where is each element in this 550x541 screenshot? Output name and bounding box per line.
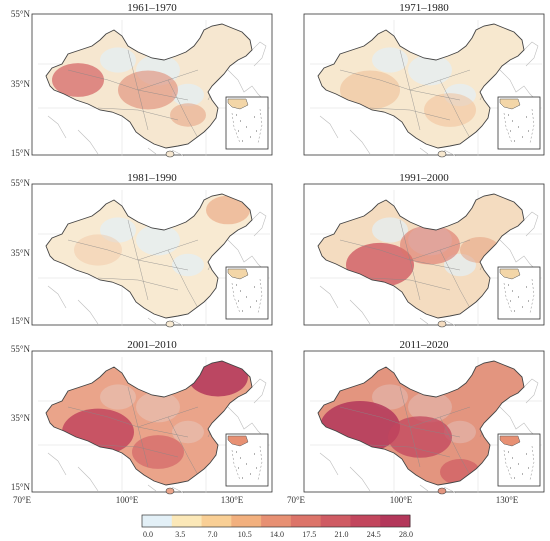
lat-label-35: 35°N (11, 413, 31, 423)
lat-label-55: 55°N (11, 178, 31, 188)
colorbar-tick-label: 10.5 (238, 530, 252, 539)
panel-title: 1991–2000 (399, 172, 449, 184)
colorbar-swatch (350, 515, 381, 527)
lat-label-55: 55°N (11, 9, 31, 19)
south-china-sea-inset (225, 266, 269, 320)
colorbar-swatch (261, 515, 292, 527)
longitude-labels: 70°E 100°E 130°E 70°E 100°E 130°E (13, 495, 519, 505)
south-china-sea-inset (225, 96, 269, 150)
panel-title: 2001–2010 (127, 339, 177, 351)
map-panel: 2011–2020 (303, 339, 545, 495)
colorbar-swatch (171, 515, 203, 527)
colorbar-swatch (201, 515, 232, 527)
colorbar-swatch (142, 515, 173, 527)
south-china-sea-inset (497, 96, 541, 150)
colorbar-tick-label: 24.5 (367, 530, 381, 539)
lat-label-35: 35°N (11, 79, 31, 89)
lat-label-15: 15°N (11, 316, 31, 326)
map-panel: 1961–1970 (31, 2, 273, 158)
latitude-labels: 55°N 35°N 15°N 55°N 35°N 15°N 55°N 35°N … (11, 9, 31, 492)
colorbar-tick-label: 28.0 (399, 530, 413, 539)
colorbar-tick-label: 3.5 (175, 530, 185, 539)
panel-title: 1971–1980 (399, 2, 449, 14)
colorbar-tick-label: 17.5 (302, 530, 316, 539)
lat-label-35: 35°N (11, 248, 31, 258)
lon-label-130-left: 130°E (221, 495, 244, 505)
lat-label-55: 55°N (11, 344, 31, 354)
colorbar-tick-label: 7.0 (208, 530, 218, 539)
lon-label-70-right: 70°E (287, 495, 306, 505)
lon-label-100-left: 100°E (116, 495, 139, 505)
lon-label-70-left: 70°E (13, 495, 32, 505)
south-china-sea-inset (225, 433, 269, 487)
lat-label-15: 15°N (11, 482, 31, 492)
map-panel: 1971–1980 (303, 2, 545, 158)
lon-label-100-right: 100°E (390, 495, 413, 505)
colorbar-tick-label: 0.0 (143, 530, 153, 539)
colorbar-swatch (380, 515, 411, 527)
lat-label-15: 15°N (11, 148, 31, 158)
south-china-sea-inset (497, 266, 541, 320)
map-panel: 2001–2010 (31, 339, 273, 495)
map-panel: 1981–1990 (31, 172, 273, 328)
panel-title: 2011–2020 (399, 339, 449, 351)
colorbar-tick-label: 21.0 (335, 530, 349, 539)
map-panel: 1991–2000 (303, 172, 545, 328)
south-china-sea-inset (497, 433, 541, 487)
colorbar-swatch (231, 515, 262, 527)
panel-title: 1981–1990 (127, 172, 177, 184)
lon-label-130-right: 130°E (496, 495, 519, 505)
colorbar-swatch (290, 515, 322, 527)
panel-title: 1961–1970 (127, 2, 177, 14)
colorbar-tick-label: 14.0 (270, 530, 284, 539)
colorbar-swatch (320, 515, 351, 527)
colorbar: 0.0 3.5 7.0 10.5 14.0 17.5 21.0 24.5 28.0 (141, 514, 413, 539)
